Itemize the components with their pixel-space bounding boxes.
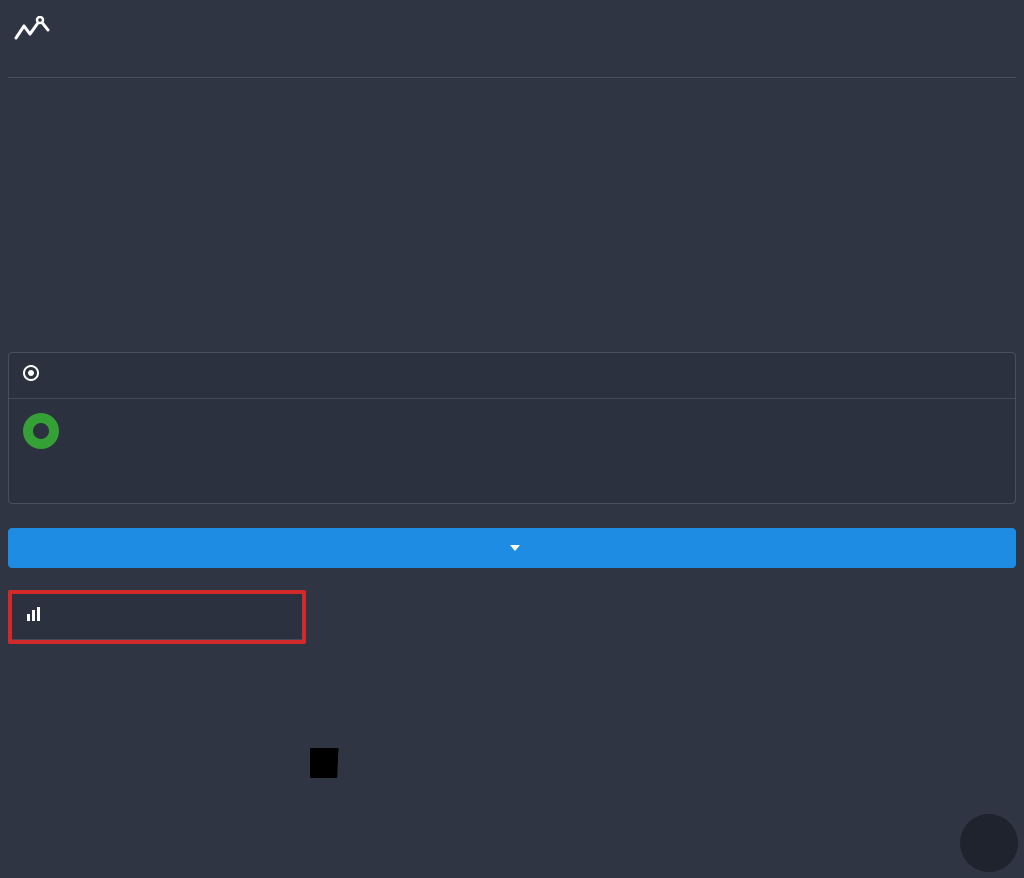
bullet-icon [23,365,39,386]
chevron-down-icon [510,545,520,551]
page-description [8,59,1016,77]
current-status-head [9,353,1015,399]
response-time-chart [8,106,1016,338]
uptime-head [12,594,302,640]
chart-legend [8,88,1016,106]
divider [8,77,1016,78]
status-row [23,413,1001,449]
page-title-row [8,8,1016,59]
bars-icon [26,606,42,627]
legend-swatch [982,88,996,102]
current-status-card [8,352,1016,504]
chat-button[interactable] [960,814,1018,872]
uptime-card [8,590,306,644]
status-ring-icon [23,413,59,449]
response-time-icon [14,16,50,49]
annotation-arrow [310,748,520,778]
uptime-card-wrap [8,590,306,644]
test-notification-button[interactable] [8,528,1016,568]
